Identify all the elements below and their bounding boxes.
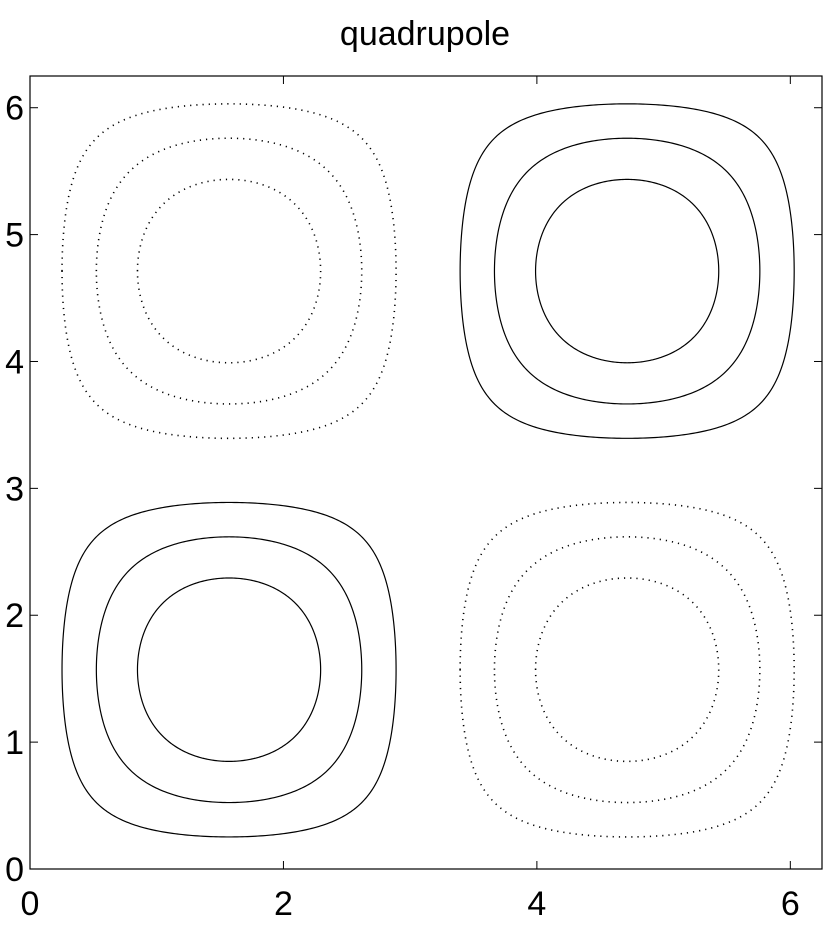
- y-tick-label: 4: [5, 343, 24, 381]
- contour-line: [136, 577, 322, 763]
- contour-line: [61, 501, 397, 838]
- y-tick-label: 0: [5, 851, 24, 889]
- contour-line: [534, 178, 720, 364]
- y-tick-label: 3: [5, 470, 24, 508]
- contour-line: [459, 501, 795, 838]
- contour-line: [61, 103, 397, 440]
- contour-line: [95, 536, 363, 804]
- x-tick-label: 6: [781, 885, 800, 923]
- contour-line: [459, 103, 795, 439]
- contour-line: [95, 137, 363, 405]
- contour-line: [136, 178, 322, 364]
- contour-line: [534, 577, 720, 763]
- chart-title: quadrupole: [340, 15, 510, 53]
- contour-line: [493, 536, 761, 804]
- y-tick-label: 1: [5, 724, 24, 762]
- y-tick-label: 2: [5, 597, 24, 635]
- x-tick-label: 2: [274, 885, 293, 923]
- contour-line: [493, 137, 761, 405]
- y-tick-label: 5: [5, 217, 24, 255]
- x-tick-label: 0: [21, 885, 40, 923]
- plot-frame: [29, 75, 823, 870]
- y-tick-label: 6: [5, 90, 24, 128]
- x-tick-label: 4: [527, 885, 546, 923]
